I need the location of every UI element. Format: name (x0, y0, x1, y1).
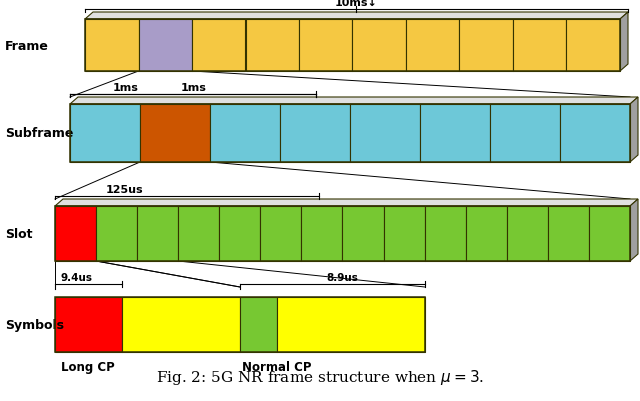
Text: Normal CP: Normal CP (243, 360, 312, 373)
Bar (140, 105, 210, 162)
Bar (178, 207, 220, 261)
Polygon shape (620, 13, 628, 72)
Bar (70, 105, 140, 162)
Text: 1ms: 1ms (113, 83, 139, 93)
Text: Slot: Slot (5, 227, 33, 241)
Bar (85, 20, 138, 72)
Bar (210, 105, 280, 162)
Polygon shape (55, 200, 638, 207)
Bar (55, 297, 425, 352)
Bar (425, 207, 466, 261)
Bar (589, 207, 630, 261)
Bar (137, 207, 178, 261)
Text: 10ms↓: 10ms↓ (335, 0, 378, 8)
Bar (85, 20, 620, 72)
Bar (280, 105, 350, 162)
Bar (507, 207, 548, 261)
Bar (55, 207, 96, 261)
Bar (560, 105, 630, 162)
Bar (240, 297, 277, 352)
Polygon shape (85, 13, 628, 20)
Text: Long CP: Long CP (61, 360, 115, 373)
Text: 1ms: 1ms (180, 83, 206, 93)
Text: Frame: Frame (5, 39, 49, 53)
Text: Subframe: Subframe (5, 127, 74, 140)
Bar (353, 20, 406, 72)
Bar (350, 105, 420, 162)
Bar (420, 105, 490, 162)
Bar (70, 105, 630, 162)
Bar (138, 20, 192, 72)
Bar (55, 207, 630, 261)
Bar (566, 20, 620, 72)
Bar (192, 20, 246, 72)
Bar (460, 20, 513, 72)
Text: 125us: 125us (105, 184, 143, 194)
Bar (299, 20, 353, 72)
Bar (342, 207, 383, 261)
Bar (548, 207, 589, 261)
Polygon shape (630, 200, 638, 261)
Polygon shape (70, 98, 638, 105)
Bar (220, 207, 260, 261)
Bar (490, 105, 560, 162)
Polygon shape (630, 98, 638, 162)
Bar (260, 207, 301, 261)
Bar (55, 297, 122, 352)
Text: Symbols: Symbols (5, 318, 64, 331)
Bar (383, 207, 425, 261)
Text: Fig. 2: 5G NR frame structure when $\mu = 3$.: Fig. 2: 5G NR frame structure when $\mu … (156, 367, 484, 386)
Bar (96, 207, 137, 261)
Bar (246, 20, 299, 72)
Bar (122, 297, 240, 352)
Text: 9.4us: 9.4us (60, 272, 92, 282)
Text: 8.9us: 8.9us (326, 272, 358, 282)
Bar (466, 207, 507, 261)
Bar (277, 297, 425, 352)
Bar (406, 20, 460, 72)
Bar (301, 207, 342, 261)
Bar (513, 20, 566, 72)
